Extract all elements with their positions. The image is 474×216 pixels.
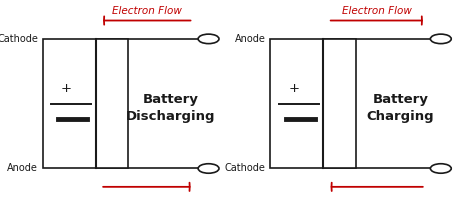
Circle shape (198, 34, 219, 44)
Circle shape (198, 164, 219, 173)
Text: Electron Flow: Electron Flow (112, 6, 182, 16)
Circle shape (430, 34, 451, 44)
Text: +: + (61, 82, 72, 95)
Text: Anode: Anode (235, 34, 265, 44)
Circle shape (430, 164, 451, 173)
Text: Anode: Anode (7, 164, 38, 173)
Text: Electron Flow: Electron Flow (342, 6, 412, 16)
Bar (270, 39, 356, 168)
Text: Battery
Discharging: Battery Discharging (126, 93, 215, 123)
Text: Cathode: Cathode (0, 34, 38, 44)
Text: Battery
Charging: Battery Charging (367, 93, 434, 123)
Text: Cathode: Cathode (225, 164, 265, 173)
Text: +: + (289, 82, 300, 95)
Bar (43, 39, 128, 168)
